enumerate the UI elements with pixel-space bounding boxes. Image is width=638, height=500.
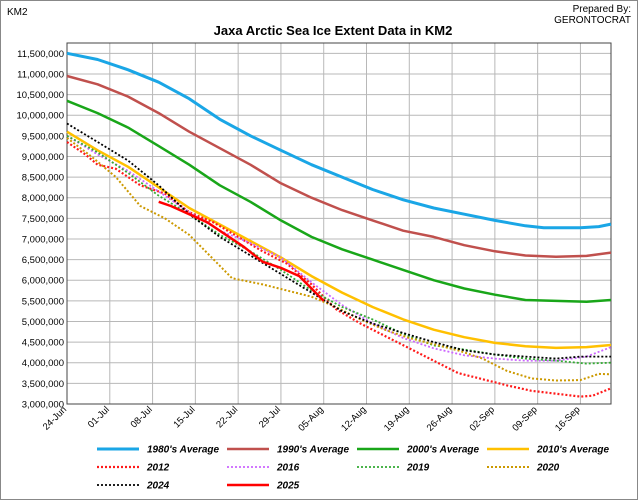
series-lines	[66, 51, 612, 398]
x-tick-label: 02-Sep	[468, 404, 497, 433]
y-tick-label: 8,000,000	[22, 193, 64, 204]
y-tick-label: 9,000,000	[22, 152, 64, 163]
x-tick-label: 29-Jul	[257, 404, 283, 430]
legend-label: 2000's Average	[406, 445, 479, 456]
legend-label: 2016	[276, 463, 300, 474]
series-line-2016	[66, 135, 612, 362]
y-axis-ticks: 3,000,000 3,500,000 4,000,000 4,500,000 5,00…	[16, 49, 64, 411]
x-tick-label: 16-Sep	[553, 404, 582, 433]
legend-label: 2025	[276, 481, 300, 492]
x-tick-label: 19-Aug	[382, 404, 411, 433]
series-line-2010-s-average	[66, 130, 612, 350]
chart-title: Jaxa Arctic Sea Ice Extent Data in KM2	[214, 23, 453, 38]
y-tick-label: 10,500,000	[16, 90, 64, 101]
x-tick-label: 09-Sep	[510, 404, 539, 433]
x-tick-label: 05-Aug	[296, 404, 325, 433]
credit-line-1: Prepared By:	[573, 4, 631, 15]
y-axis-unit-label: KM2	[7, 7, 28, 18]
y-tick-label: 7,000,000	[22, 234, 64, 245]
plot-area	[66, 42, 612, 405]
legend-label: 2010's Average	[536, 445, 609, 456]
series-line-2024	[66, 122, 611, 360]
series-line-1980-s-average	[66, 51, 612, 230]
y-tick-label: 4,000,000	[22, 358, 64, 369]
legend-label: 2019	[406, 463, 430, 474]
series-line-2000-s-average	[66, 99, 612, 303]
y-tick-label: 3,500,000	[22, 379, 64, 390]
y-tick-label: 9,500,000	[22, 131, 64, 142]
y-tick-label: 6,000,000	[22, 276, 64, 287]
gridlines	[66, 43, 611, 405]
x-tick-label: 08-Jul	[129, 404, 155, 430]
y-tick-label: 5,500,000	[22, 296, 64, 307]
y-tick-label: 3,000,000	[22, 400, 64, 411]
y-tick-label: 4,500,000	[22, 338, 64, 349]
y-tick-label: 11,500,000	[17, 49, 64, 60]
series-line-2012	[66, 141, 612, 398]
series-line-2019	[66, 135, 612, 365]
x-tick-label: 12-Aug	[339, 404, 368, 433]
legend-label: 2012	[146, 463, 170, 474]
legend-label: 1990's Average	[277, 445, 349, 456]
x-tick-label: 26-Aug	[425, 404, 454, 433]
legend-label: 2020	[536, 463, 560, 474]
y-tick-label: 5,000,000	[22, 317, 64, 328]
y-tick-label: 11,000,000	[17, 69, 64, 80]
legend-label: 1980's Average	[147, 445, 219, 456]
legend-label: 2024	[146, 481, 170, 492]
x-tick-label: 15-Jul	[171, 404, 197, 430]
x-tick-label: 22-Jul	[214, 404, 240, 430]
series-line-2025	[158, 200, 325, 302]
legend: 1980's Average 1990's Average 2000's Avera…	[97, 445, 609, 492]
x-tick-label: 01-Jul	[86, 404, 112, 430]
credit-line-2: GERONTOCRAT	[554, 15, 631, 26]
y-tick-label: 6,500,000	[22, 255, 64, 266]
y-tick-label: 7,500,000	[22, 214, 64, 225]
y-tick-label: 8,500,000	[22, 173, 64, 184]
series-line-1990-s-average	[66, 74, 612, 258]
y-tick-label: 10,000,000	[16, 111, 64, 122]
x-axis-ticks: 24-Jun 01-Jul 08-Jul 15-Jul 22-Jul 29-Jul 05-A…	[41, 404, 583, 433]
